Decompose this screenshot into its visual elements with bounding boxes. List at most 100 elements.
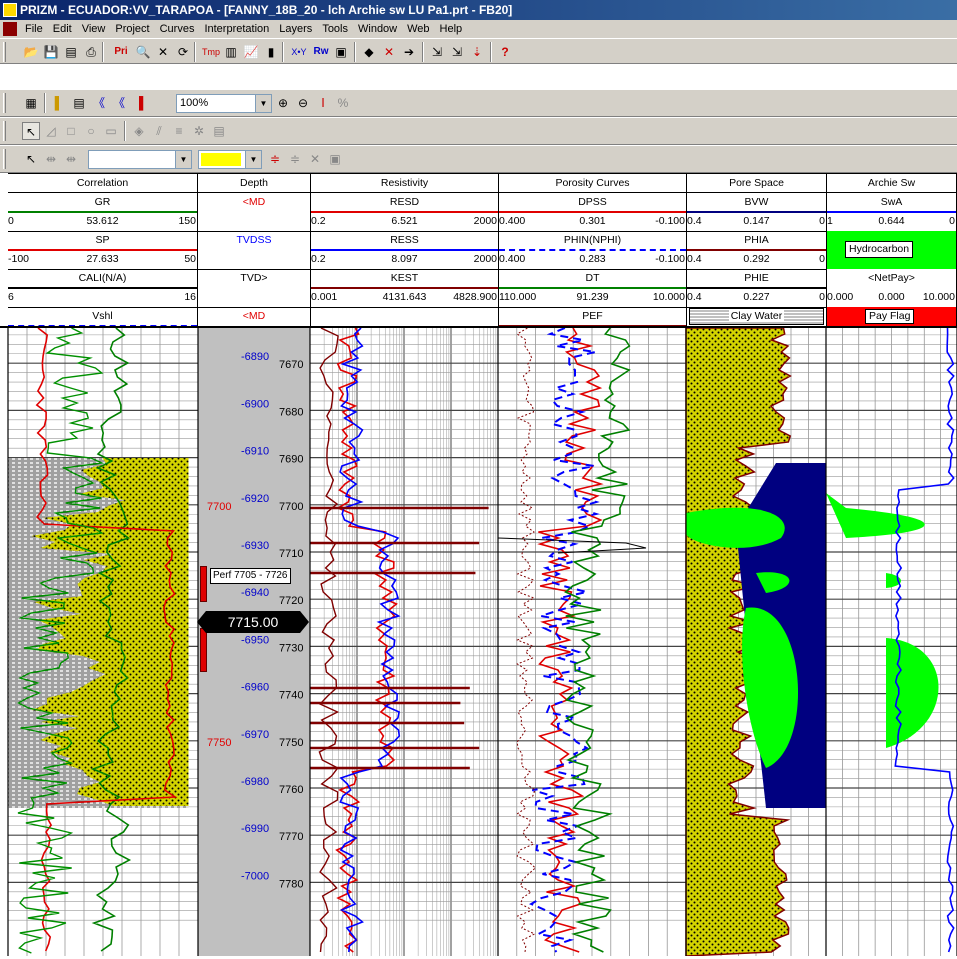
curve-name-row: PEF: [499, 307, 686, 326]
track-header: Correlation GR 0 53.612 150 SP -100 27.633 50 CAL…: [8, 173, 957, 346]
pef-curve: [516, 327, 537, 953]
menu-edit[interactable]: Edit: [52, 23, 72, 35]
row-separator: [8, 269, 197, 270]
refresh-icon[interactable]: ⟳: [177, 45, 189, 59]
curve-value: 0.283: [579, 253, 606, 265]
curve-color-line: [827, 211, 956, 213]
tvdss-depth-label: -6960: [241, 682, 269, 694]
find-icon[interactable]: 🔍: [135, 45, 151, 59]
rectangle-icon[interactable]: □: [67, 124, 75, 138]
save-icon[interactable]: ▣: [329, 152, 341, 166]
pin-icon[interactable]: ⇣: [471, 45, 483, 59]
curve-value: 0.227: [743, 291, 770, 303]
zoom-fit-icon[interactable]: Ⅰ: [321, 96, 325, 110]
menu-curves[interactable]: Curves: [159, 23, 195, 35]
depth-track-bg: [198, 328, 310, 956]
curve-scale-row: 6 16: [8, 288, 197, 307]
track-icon[interactable]: ▥: [225, 45, 237, 59]
forward-arrow-icon[interactable]: ➔: [403, 45, 415, 59]
zoom-in-icon[interactable]: ⊕: [277, 96, 289, 110]
curve-name-row: PHIN(NPHI): [499, 231, 686, 250]
menu-web[interactable]: Web: [407, 23, 430, 35]
zoom-percent-icon[interactable]: %: [337, 96, 349, 110]
color-select[interactable]: ▼: [198, 150, 262, 169]
track-title: Pore Space: [687, 174, 826, 193]
menu-tools[interactable]: Tools: [322, 23, 348, 35]
grid-icon[interactable]: ▤: [73, 96, 85, 110]
print-icon[interactable]: ⎙: [86, 45, 96, 59]
curve-color-line: [687, 211, 826, 213]
remove-line-icon[interactable]: ≑: [289, 152, 301, 166]
menu-file[interactable]: File: [25, 23, 43, 35]
chart-icon[interactable]: 📈: [243, 45, 259, 59]
callout-icon[interactable]: ▭: [105, 124, 117, 138]
rw-button[interactable]: Rw: [313, 46, 329, 57]
bar-icon[interactable]: ▌: [54, 96, 64, 110]
well-icon[interactable]: ✕: [383, 45, 395, 59]
window-title: PRIZM - ECUADOR:VV_TARAPOA - [FANNY_18B_…: [20, 3, 513, 17]
save-icon[interactable]: 💾: [43, 45, 59, 59]
close-icon[interactable]: ✕: [309, 152, 321, 166]
select-arrow-icon[interactable]: ↖: [22, 122, 40, 140]
chevron-down-icon[interactable]: ▼: [175, 151, 191, 168]
chevron-down-icon[interactable]: ▼: [245, 151, 261, 168]
open-icon[interactable]: 📂: [23, 45, 39, 59]
delete-track-icon[interactable]: ⇹: [65, 152, 77, 166]
menu-window[interactable]: Window: [358, 23, 398, 35]
log-plot[interactable]: 7660767076807690770077107720773077407750…: [0, 312, 957, 957]
curve-alt-icon[interactable]: 《: [112, 96, 125, 110]
track-title-text: Porosity Curves: [555, 177, 630, 189]
scale-left: 1: [827, 215, 833, 227]
row-separator: [311, 269, 498, 270]
separator: [102, 42, 104, 62]
scale-icon[interactable]: ▐: [134, 96, 144, 110]
tvdss-depth-label: -6900: [241, 398, 269, 410]
curve-name: RESS: [390, 234, 419, 246]
help-icon[interactable]: ?: [501, 45, 509, 59]
zoom-out-icon[interactable]: ⊖: [297, 96, 309, 110]
tvdss-depth-label: -6970: [241, 729, 269, 741]
menu-layers[interactable]: Layers: [279, 23, 313, 35]
pointer-help-icon[interactable]: ⇲: [431, 45, 443, 59]
menu-interpretation[interactable]: Interpretation: [204, 23, 270, 35]
zoom-select[interactable]: 100% ▼: [176, 94, 272, 113]
pri-button[interactable]: Pri: [114, 46, 128, 57]
layout-icon[interactable]: ▦: [25, 96, 37, 110]
tmp-button[interactable]: Tmp: [202, 47, 220, 57]
tracks-icon[interactable]: ▮: [267, 45, 275, 59]
curve-color-line: [8, 287, 197, 289]
font-icon[interactable]: ✲: [193, 124, 205, 138]
curve-icon[interactable]: 《: [92, 96, 105, 110]
tvdss-depth-label: -6930: [241, 540, 269, 552]
menu-project[interactable]: Project: [115, 23, 150, 35]
print-preview-icon[interactable]: ▤: [65, 45, 77, 59]
track-title-text: Resistivity: [380, 177, 429, 189]
crossplot-icon[interactable]: ✕: [157, 45, 169, 59]
current-depth-indicator[interactable]: 7715.00: [197, 611, 309, 633]
back-arrow-icon[interactable]: ◆: [364, 45, 374, 59]
menu-view[interactable]: View: [81, 23, 106, 35]
xy-button[interactable]: X•Y: [291, 47, 307, 57]
fill-icon[interactable]: ◈: [134, 124, 144, 138]
menu-help[interactable]: Help: [439, 23, 463, 35]
line-icon[interactable]: ◿: [46, 124, 56, 138]
md-depth-label: 7690: [279, 454, 303, 466]
monitor-icon[interactable]: ▣: [335, 45, 347, 59]
add-line-icon[interactable]: ≑: [269, 152, 281, 166]
ellipse-icon[interactable]: ○: [87, 124, 95, 138]
scale-left: -100: [8, 253, 30, 265]
curve-value: 8.097: [391, 253, 418, 265]
pointer-icon[interactable]: ⇲: [451, 45, 463, 59]
curve-color-line: [311, 249, 498, 251]
chevron-down-icon[interactable]: ▼: [255, 95, 271, 112]
row-separator: [687, 231, 826, 232]
insert-track-icon[interactable]: ⇹: [45, 152, 57, 166]
line-weight-icon[interactable]: ≡: [175, 124, 183, 138]
pointer-icon[interactable]: ↖: [25, 152, 37, 166]
md-depth-label: 7740: [279, 690, 303, 702]
curve-name-row: CALI(N/A): [8, 269, 197, 288]
line-style-icon[interactable]: ⫽: [156, 124, 162, 138]
properties-icon[interactable]: ▤: [213, 124, 225, 138]
track-select[interactable]: ▼: [88, 150, 192, 169]
document-icon[interactable]: [3, 22, 17, 36]
